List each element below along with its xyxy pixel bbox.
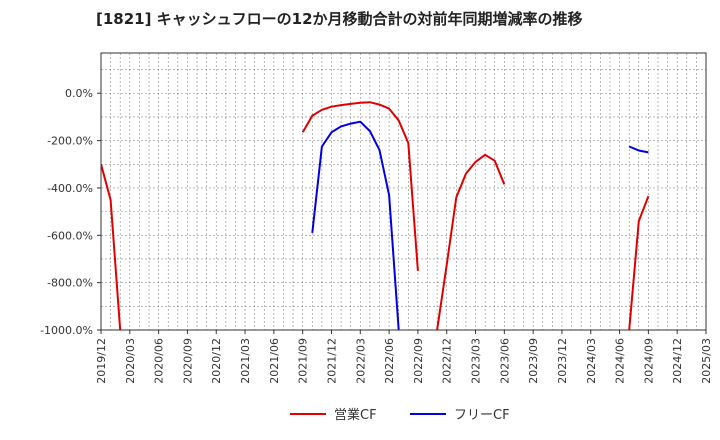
y-tick-label: -800.0% xyxy=(47,277,93,290)
x-tick-label: 2020/12 xyxy=(210,338,223,384)
x-tick-label: 2021/03 xyxy=(239,338,252,384)
legend-label-free-cf: フリーCF xyxy=(454,408,510,423)
x-tick-label: 2024/12 xyxy=(671,338,684,384)
y-tick-label: -200.0% xyxy=(47,135,93,148)
x-axis: 2019/12 2020/03 2020/06 2020/09 2020/12 2021/… xyxy=(95,330,713,384)
plot-frame xyxy=(100,52,707,331)
x-tick-label: 2023/09 xyxy=(527,338,540,384)
y-tick-label: 0.0% xyxy=(65,87,93,100)
free-cf-line xyxy=(311,120,400,330)
x-tick-label: 2024/09 xyxy=(642,338,655,384)
operating-cf-line xyxy=(628,195,650,330)
operating-cf-line xyxy=(436,153,506,330)
x-tick-label: 2021/09 xyxy=(297,338,310,384)
x-tick-label: 2022/09 xyxy=(412,338,425,384)
x-tick-label: 2020/06 xyxy=(153,338,166,384)
x-tick-label: 2024/03 xyxy=(585,338,598,384)
series-lines xyxy=(101,101,650,330)
y-tick-label: -600.0% xyxy=(47,229,93,242)
x-tick-label: 2020/09 xyxy=(181,338,194,384)
chart-title: [1821] キャッシュフローの12か月移動合計の対前年同期増減率の推移 xyxy=(96,10,583,28)
x-tick-label: 2021/06 xyxy=(268,338,281,384)
operating-cf-line xyxy=(301,101,419,271)
grid-lines xyxy=(101,53,706,330)
x-tick-label: 2022/03 xyxy=(354,338,367,384)
y-tick-label: -400.0% xyxy=(47,182,93,195)
y-tick-label: -1000.0% xyxy=(40,324,93,337)
free-cf-line xyxy=(628,145,649,154)
x-tick-label: 2020/03 xyxy=(124,338,137,384)
legend: 営業CF フリーCF xyxy=(290,407,510,423)
legend-label-operating-cf: 営業CF xyxy=(334,407,377,423)
x-tick-label: 2023/03 xyxy=(470,338,483,384)
x-tick-label: 2023/06 xyxy=(498,338,511,384)
x-tick-label: 2019/12 xyxy=(95,338,108,384)
plot-area xyxy=(101,53,706,330)
x-tick-label: 2021/12 xyxy=(325,338,338,384)
y-axis: 0.0% -200.0% -400.0% -600.0% -800.0% -1000.0% xyxy=(40,87,101,337)
x-tick-label: 2022/06 xyxy=(383,338,396,384)
x-tick-label: 2024/06 xyxy=(614,338,627,384)
x-tick-label: 2023/12 xyxy=(556,338,569,384)
operating-cf-line xyxy=(101,164,122,330)
x-tick-label: 2022/12 xyxy=(441,338,454,384)
x-tick-label: 2025/03 xyxy=(700,338,713,384)
